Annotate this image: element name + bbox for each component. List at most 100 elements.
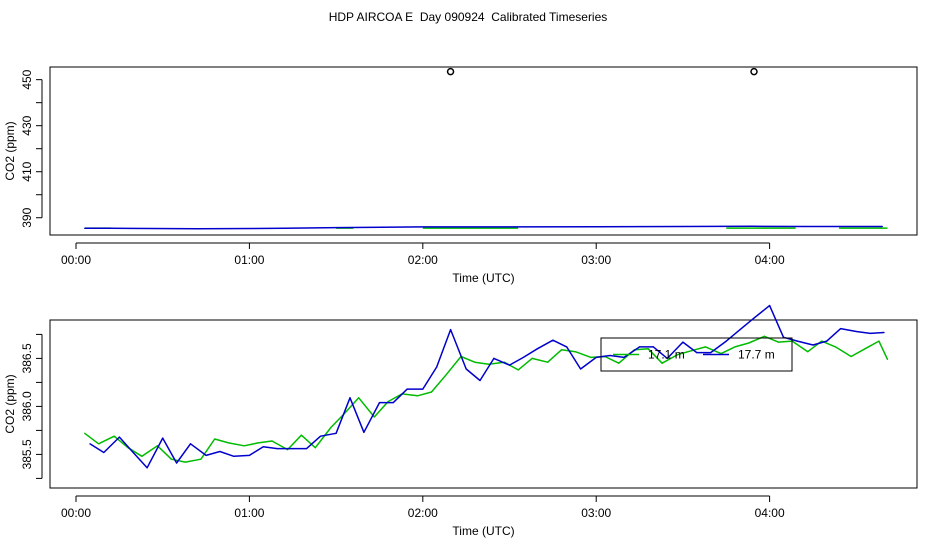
series-17-1-m-point — [807, 351, 809, 353]
series-17-7-m-point — [652, 346, 655, 348]
series-17-1-m-point — [864, 348, 866, 350]
series-17-7-m-point — [175, 462, 178, 464]
series-17-1-m-point — [243, 445, 245, 447]
series-17-7-m-point — [739, 329, 741, 331]
series-2-point — [803, 225, 805, 228]
series-17-7-m-point — [840, 328, 842, 330]
x-tick-label: 02:00 — [408, 253, 438, 267]
x-tick-label: 01:00 — [234, 253, 264, 267]
y-tick-label: 390 — [20, 207, 34, 227]
series-17-1-m-point — [170, 458, 172, 460]
series-2-point — [110, 227, 112, 229]
series-17-1-m-point — [430, 391, 433, 393]
series-17-7-m-point — [406, 388, 408, 390]
series-17-7-m-point — [536, 348, 538, 350]
series-17-1-m-point — [358, 397, 360, 399]
series-17-7-m-point — [103, 451, 105, 454]
series-17-7-m-point — [248, 454, 251, 456]
series-17-7-m-point — [146, 467, 148, 469]
series-17-1-m-point — [677, 353, 679, 356]
series-17-1-m-point — [474, 361, 476, 363]
y-axis-label: CO2 (ppm) — [3, 374, 17, 433]
series-17-1-m-point — [661, 362, 663, 364]
x-tick-label: 04:00 — [755, 253, 785, 267]
series-17-7-m-point — [319, 435, 322, 437]
series-2-point — [196, 228, 198, 230]
series-17-7-m-point — [638, 346, 641, 348]
series-17-1-m-point — [886, 358, 889, 360]
x-axis-label: Time (UTC) — [452, 271, 514, 285]
plot-frame — [49, 66, 918, 236]
series-17-1-m-point — [373, 416, 375, 418]
series-17-7-m-point — [796, 340, 798, 342]
x-tick-label: 02:00 — [408, 506, 438, 520]
series-17-1-m-point — [560, 349, 563, 351]
series-17-7-m-point — [855, 330, 857, 333]
chart-title: HDP AIRCOA E Day 090924 Calibrated Times… — [328, 10, 608, 24]
series-2-point — [751, 225, 753, 227]
series-17-7-m-point — [276, 448, 278, 450]
series-17-1-m-point — [531, 357, 533, 359]
series-17-7-m-point — [392, 401, 394, 404]
series-17-7-m-point — [508, 364, 511, 366]
series-17-1-m-point — [734, 346, 736, 348]
series-17-1-m-point — [97, 443, 100, 445]
data-point-outlier — [750, 67, 758, 76]
series-17-7-m-line — [89, 304, 885, 469]
series-2-point — [595, 226, 597, 228]
series-17-1-m-point — [748, 342, 750, 344]
series-17-7-m-point — [595, 356, 597, 359]
x-tick-label: 04:00 — [755, 506, 785, 520]
series-17-1-m-point — [704, 346, 707, 348]
series-17-7-m-point — [436, 366, 438, 368]
y-tick-label: 430 — [20, 115, 34, 135]
series-17-7-m-point — [292, 448, 294, 450]
series-17-1-m-point — [257, 442, 259, 444]
x-tick-label: 03:00 — [581, 253, 611, 267]
series-17-1-m-point — [228, 442, 230, 444]
series-2-point — [335, 227, 337, 229]
series-17-7-m-point — [769, 305, 771, 307]
series-17-7-m-point — [566, 346, 568, 348]
series-17-1-m-point — [113, 435, 115, 437]
series-17-7-m-point — [493, 357, 495, 359]
series-17-7-m-point — [335, 432, 337, 434]
series-17-7-m-point — [262, 446, 264, 448]
series-17-7-m-point — [219, 450, 221, 453]
series-17-7-m-point — [378, 401, 381, 404]
data-point-outlier — [446, 67, 455, 76]
series-17-7-m-point — [306, 448, 308, 450]
series-2-point — [283, 227, 285, 229]
y-tick-label: 386.5 — [20, 343, 34, 373]
series-17-7-m-point — [623, 356, 625, 359]
x-tick-label: 00:00 — [61, 253, 91, 267]
series-17-7-m-point — [710, 352, 712, 354]
x-tick-label: 03:00 — [581, 506, 611, 520]
series-17-1-m-point — [590, 356, 592, 359]
series-17-1-m-point — [184, 461, 186, 463]
series-2-point — [422, 226, 424, 228]
plot-frame — [49, 319, 918, 489]
series-17-7-m-point — [826, 340, 828, 342]
series-17-7-m-point — [233, 455, 235, 457]
series-17-1-m-point — [777, 341, 779, 343]
series-17-1-m-point — [618, 362, 620, 364]
x-tick-label: 00:00 — [61, 506, 91, 520]
y-tick-label: 410 — [20, 161, 34, 181]
y-tick-label: 450 — [20, 69, 34, 89]
series-2-point — [84, 227, 86, 229]
series-17-7-m-point — [552, 339, 554, 341]
series-17-1-m-point — [214, 438, 216, 440]
series-17-7-m-point — [349, 397, 351, 399]
series-17-1-m-point — [84, 432, 86, 434]
series-17-7-m-point — [132, 451, 134, 454]
y-axis-label: CO2 (ppm) — [3, 121, 17, 180]
series-17-7-m-point — [869, 332, 871, 335]
series-17-1-m-point — [330, 426, 332, 429]
series-17-7-m-point — [725, 340, 727, 342]
series-2-line — [84, 225, 883, 230]
series-17-7-m-point — [812, 344, 814, 346]
legend: 17.1 m 17.7 m — [600, 337, 793, 372]
x-tick-label: 01:00 — [234, 506, 264, 520]
